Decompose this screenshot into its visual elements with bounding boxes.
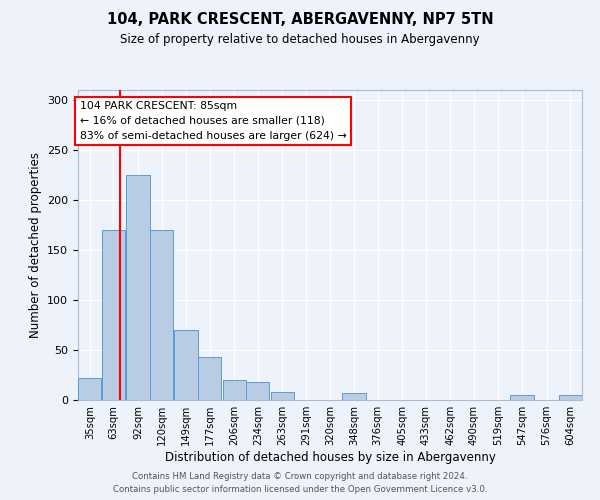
Bar <box>198 357 221 400</box>
Bar <box>511 395 533 400</box>
Bar <box>343 393 365 400</box>
Bar <box>78 378 101 400</box>
Text: Contains public sector information licensed under the Open Government Licence v3: Contains public sector information licen… <box>113 485 487 494</box>
Bar <box>271 392 294 400</box>
Bar <box>559 395 582 400</box>
Bar <box>223 380 246 400</box>
Bar <box>150 230 173 400</box>
Text: 104, PARK CRESCENT, ABERGAVENNY, NP7 5TN: 104, PARK CRESCENT, ABERGAVENNY, NP7 5TN <box>107 12 493 28</box>
Text: Contains HM Land Registry data © Crown copyright and database right 2024.: Contains HM Land Registry data © Crown c… <box>132 472 468 481</box>
Bar <box>127 175 149 400</box>
Bar <box>246 382 269 400</box>
Y-axis label: Number of detached properties: Number of detached properties <box>29 152 41 338</box>
Bar <box>102 230 125 400</box>
Bar <box>175 330 197 400</box>
X-axis label: Distribution of detached houses by size in Abergavenny: Distribution of detached houses by size … <box>164 451 496 464</box>
Text: Size of property relative to detached houses in Abergavenny: Size of property relative to detached ho… <box>120 32 480 46</box>
Text: 104 PARK CRESCENT: 85sqm
← 16% of detached houses are smaller (118)
83% of semi-: 104 PARK CRESCENT: 85sqm ← 16% of detach… <box>80 101 346 140</box>
